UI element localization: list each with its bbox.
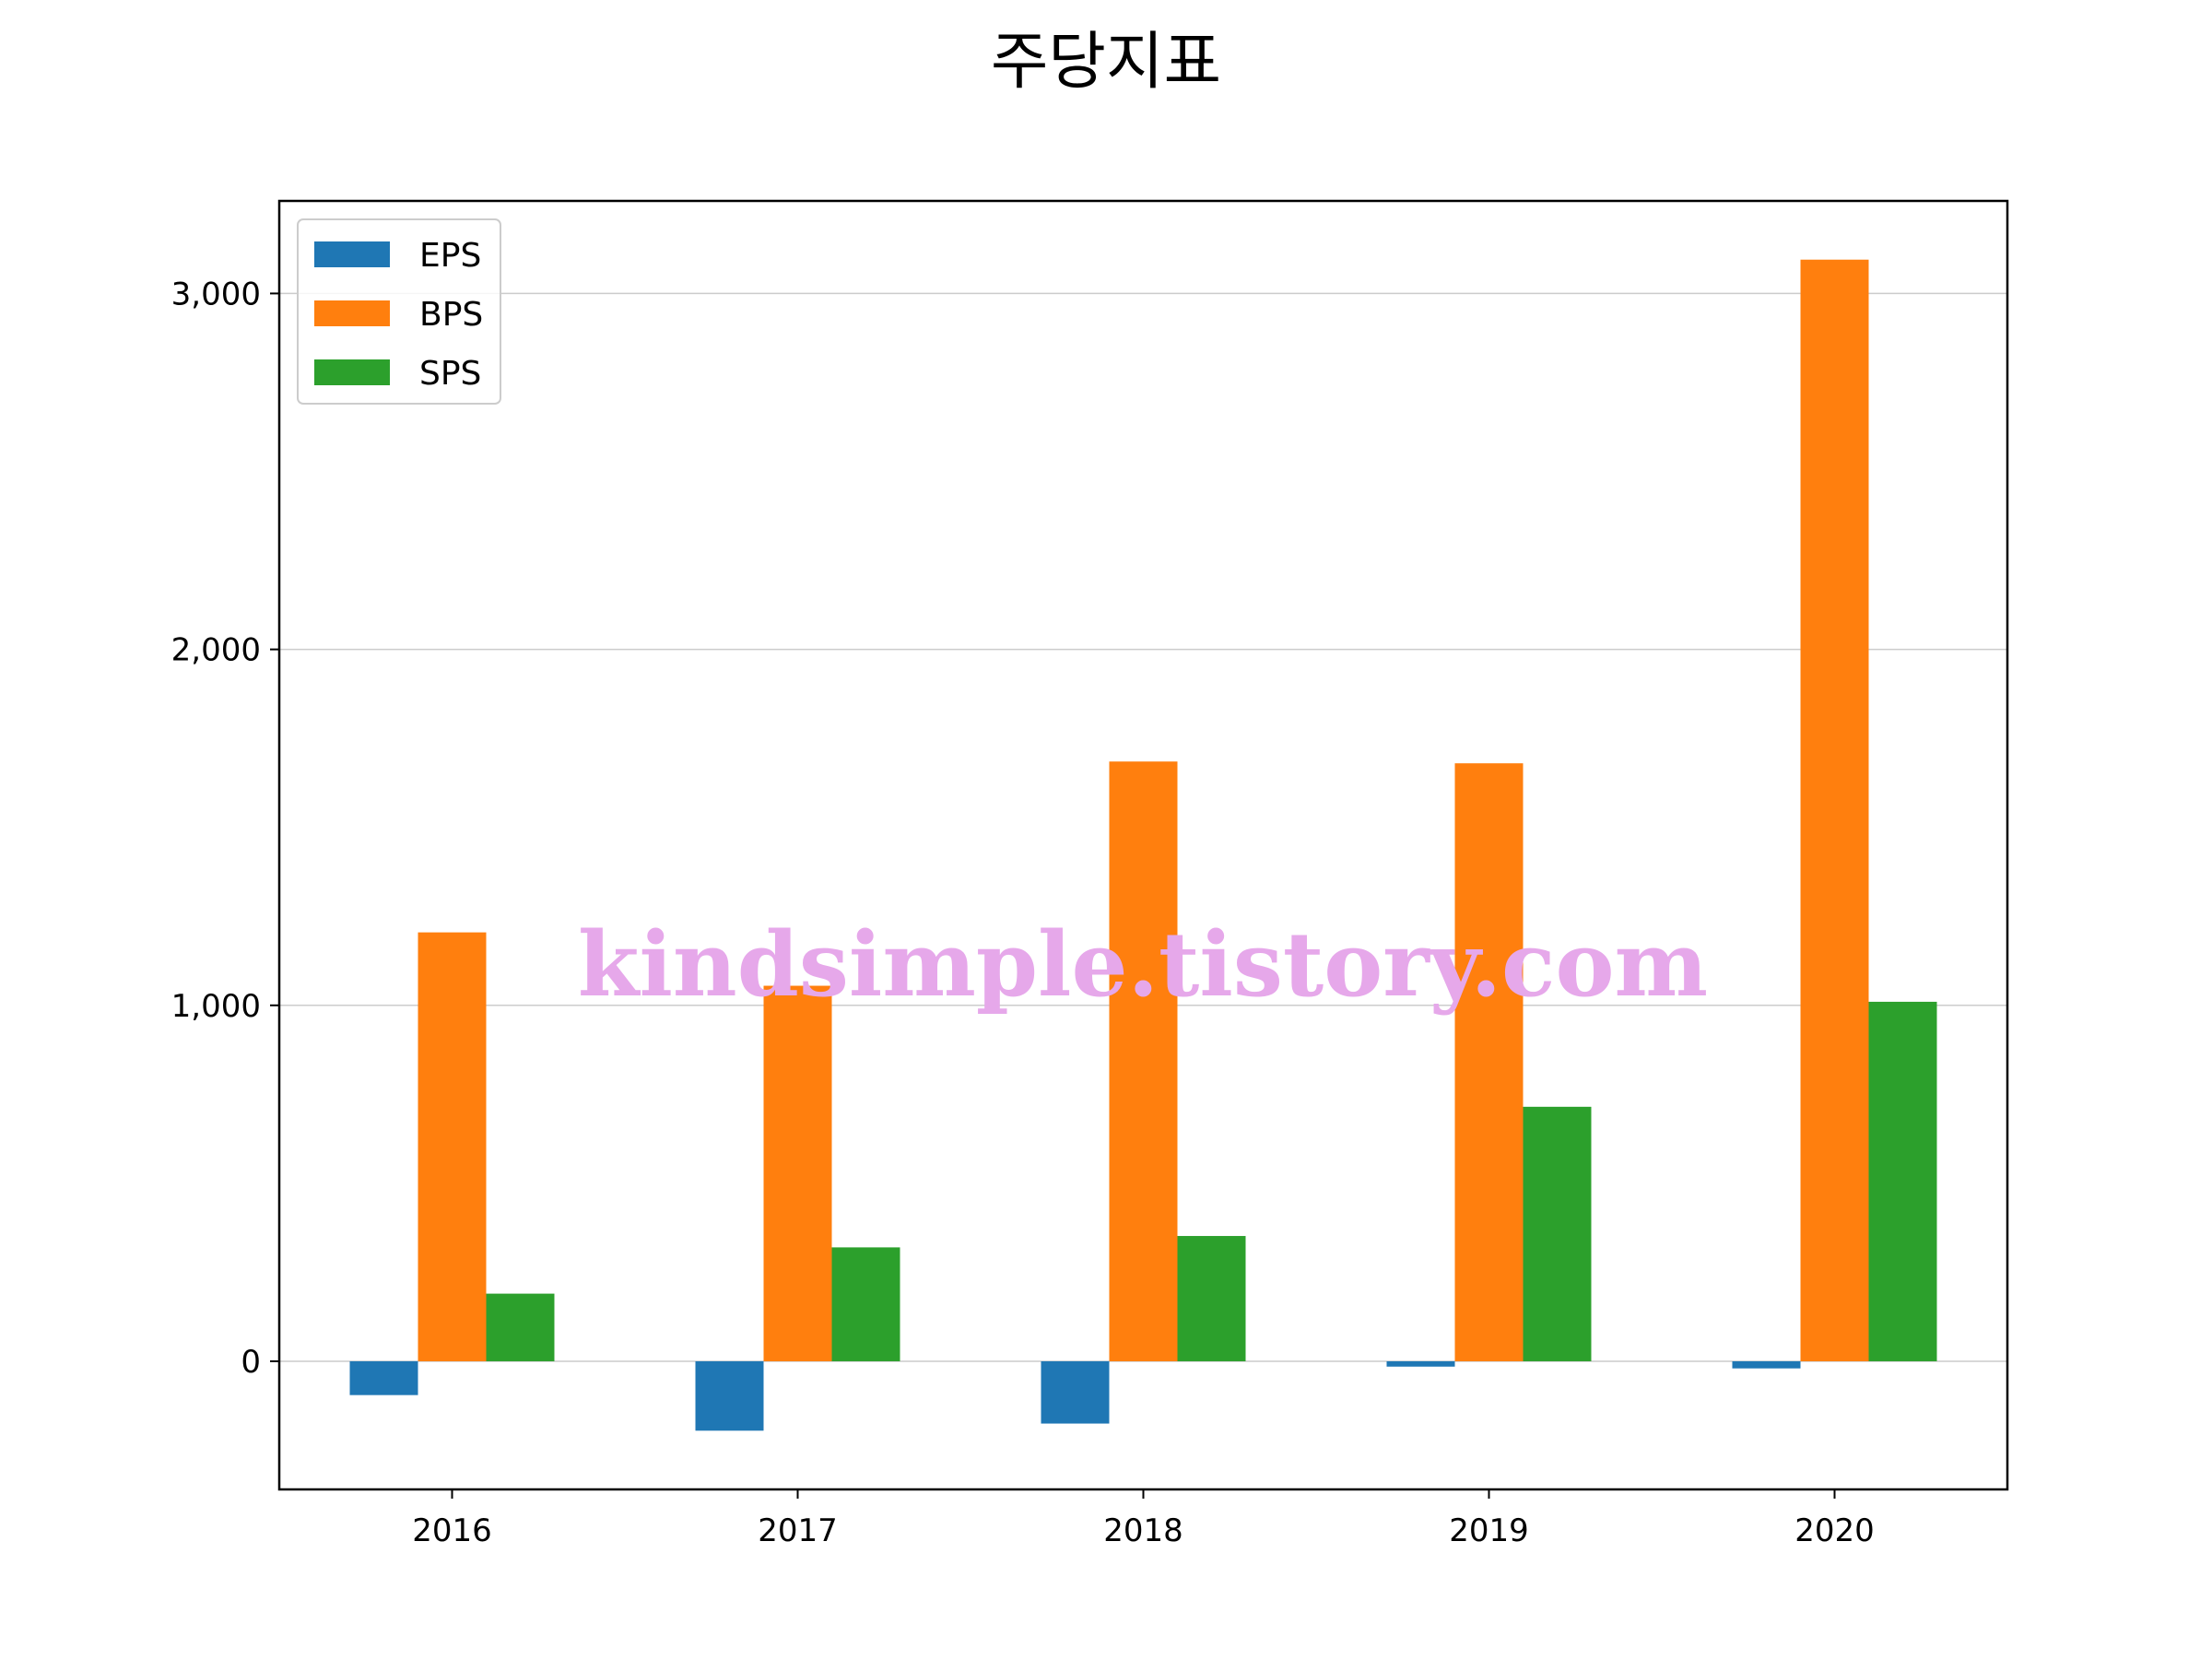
bar-sps-2020 <box>1868 1001 1937 1361</box>
chart-title: 주당지표 <box>991 26 1221 99</box>
x-tick-label: 2020 <box>1794 1512 1875 1549</box>
bar-eps-2019 <box>1386 1360 1455 1367</box>
y-axis: 0 1,000 2,000 3,000 <box>171 276 279 1381</box>
bar-eps-2020 <box>1732 1360 1801 1369</box>
y-tick-label: 1,000 <box>171 988 261 1025</box>
bar-sps-2016 <box>486 1293 555 1361</box>
legend-label-eps: EPS <box>419 237 481 275</box>
y-tick-label: 0 <box>241 1344 261 1381</box>
legend-swatch-bps <box>314 300 390 326</box>
bar-bps-2018 <box>1109 761 1178 1361</box>
bar-sps-2018 <box>1177 1236 1246 1361</box>
legend-swatch-eps <box>314 241 390 267</box>
bar-bps-2020 <box>1800 259 1869 1361</box>
legend: EPS BPS SPS <box>297 218 501 405</box>
x-tick-label: 2017 <box>758 1512 838 1549</box>
y-tick-label: 3,000 <box>171 276 261 312</box>
bar-bps-2016 <box>418 932 487 1361</box>
bar-eps-2016 <box>349 1360 418 1395</box>
bar-bps-2019 <box>1454 763 1524 1361</box>
bar-eps-2018 <box>1041 1360 1110 1424</box>
bar-sps-2017 <box>831 1247 900 1361</box>
bar-bps-2017 <box>763 985 832 1361</box>
bar-eps-2017 <box>695 1360 764 1431</box>
bars <box>349 259 1937 1431</box>
watermark-text: kindsimple.tistory.com <box>578 912 1708 1017</box>
x-tick-label: 2016 <box>412 1512 492 1549</box>
x-tick-label: 2018 <box>1103 1512 1183 1549</box>
legend-label-bps: BPS <box>419 296 483 334</box>
legend-label-sps: SPS <box>419 355 481 393</box>
bar-sps-2019 <box>1523 1106 1592 1361</box>
x-tick-label: 2019 <box>1449 1512 1529 1549</box>
y-tick-label: 2,000 <box>171 632 261 669</box>
legend-swatch-sps <box>314 359 390 385</box>
x-axis: 2016 2017 2018 2019 2020 <box>412 1489 1875 1549</box>
